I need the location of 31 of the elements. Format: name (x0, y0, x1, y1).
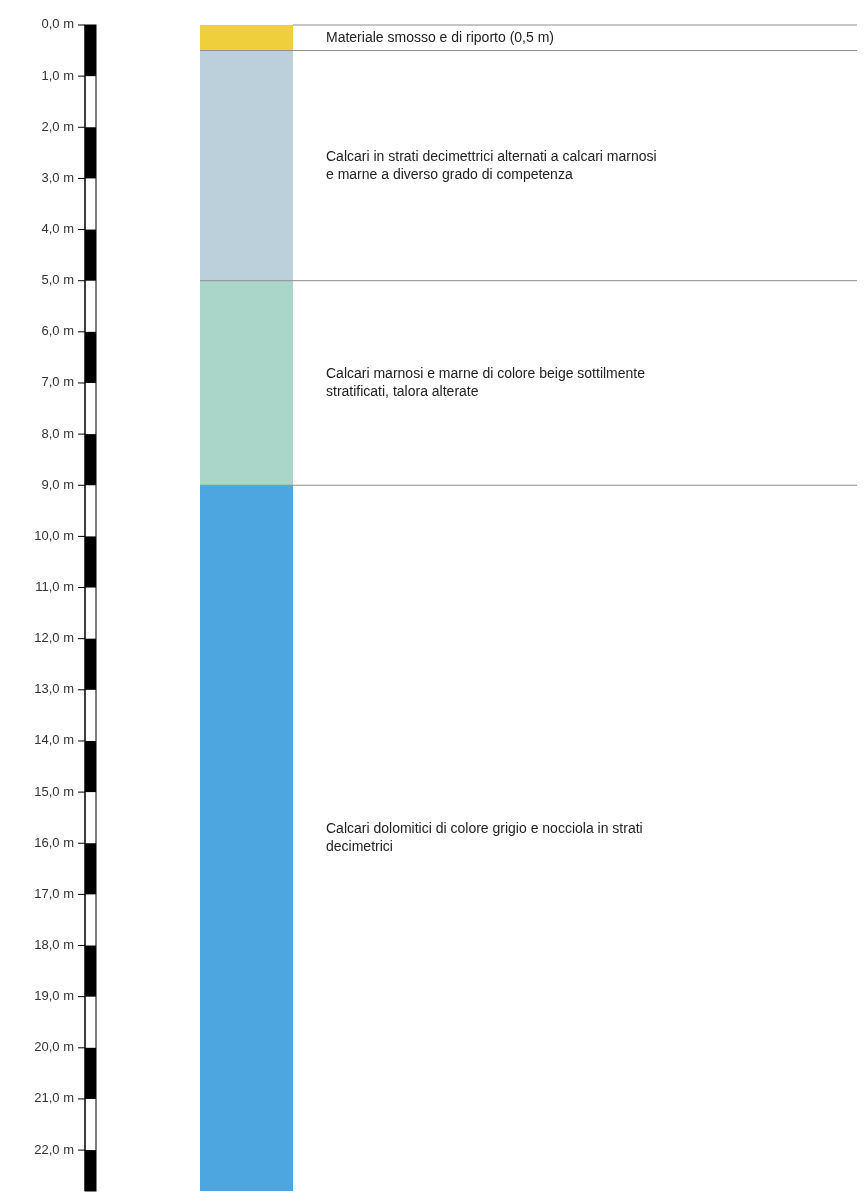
text: Calcari marnosi e marne di colore beige sottilmente stratificati, talora alterate (326, 364, 646, 399)
y-tick-label: 1,0 m (41, 67, 74, 83)
y-tick-label: 20,0 m (34, 1039, 74, 1055)
bar (200, 485, 293, 1191)
y-tick-label: 11,0 m (35, 578, 74, 594)
y-tick-label: 18,0 m (34, 936, 74, 952)
bar (200, 50, 293, 281)
y-tick-label: 7,0 m (41, 374, 74, 390)
y-tick-label: 14,0 m (34, 732, 74, 748)
y-tick-label: 5,0 m (41, 272, 74, 288)
y-tick-label: 17,0 m (34, 885, 74, 901)
bar (200, 280, 293, 486)
y-tick-label: 9,0 m (41, 476, 74, 492)
y-tick-label: 4,0 m (41, 221, 74, 236)
y-tick-label: 15,0 m (34, 783, 74, 799)
y-tick-label: 13,0 m (34, 681, 74, 697)
y-tick-label: 19,0 m (34, 988, 74, 1004)
y-tick-label: 8,0 m (41, 425, 74, 441)
y-tick-label: 0,0 m (41, 16, 74, 32)
y-tick-label: 12,0 m (34, 630, 74, 646)
text: Materiale smosso e di riporto (0,5 m) (326, 28, 554, 45)
y-tick-label: 16,0 m (34, 834, 74, 850)
text: Calcari in strati decimettrici alternati a calcari marnosi e marne a diverso grado di competenza (326, 147, 657, 182)
y-tick-label: 2,0 m (41, 118, 74, 134)
bar (200, 25, 293, 51)
text: Calcari dolomitici di colore grigio e nocciola in strati decimetrici (326, 819, 643, 854)
y-tick-label: 10,0 m (34, 527, 74, 543)
y-tick-label: 6,0 m (41, 323, 74, 339)
y-tick-label: 3,0 m (41, 169, 74, 185)
y-tick-label: 21,0 m (34, 1090, 74, 1106)
y-tick-label: 22,0 m (34, 1141, 74, 1157)
